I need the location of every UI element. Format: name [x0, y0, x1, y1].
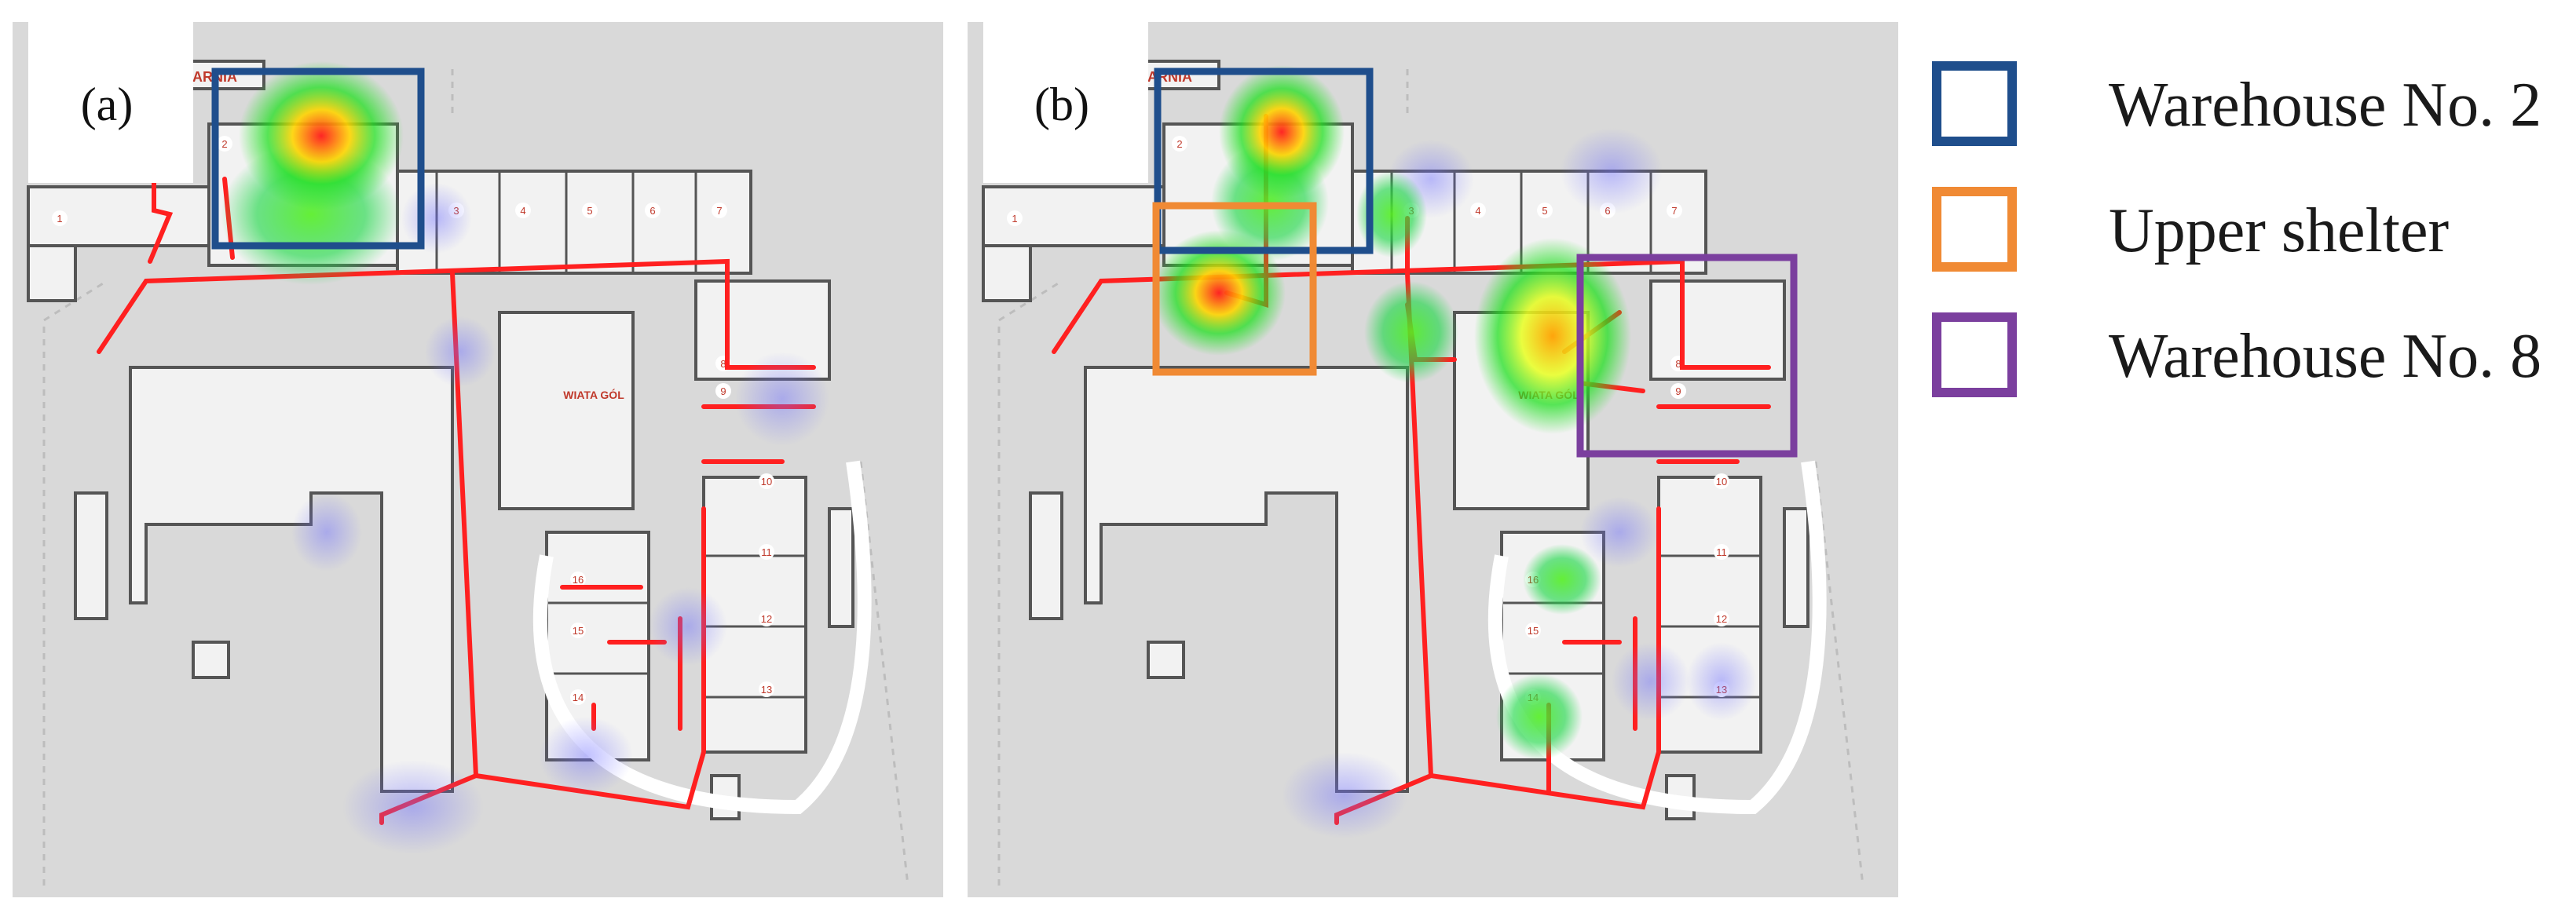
- warehouse-number: 9: [720, 385, 726, 397]
- legend-label: Warehouse No. 8: [2109, 322, 2542, 391]
- warehouse-number: 16: [573, 574, 584, 586]
- panel-label-a: (a): [81, 79, 134, 130]
- warehouse-number: 9: [1675, 385, 1681, 397]
- highlight-box-warehouse-2: [211, 68, 425, 250]
- floorplan-map-a: PRÓBKARNIA WIATA GÓL 1 2 3 4 5 6 7 8 9 1…: [13, 22, 943, 897]
- warehouse-number: 5: [587, 205, 592, 217]
- warehouse-number: 4: [520, 205, 525, 217]
- warehouse-number: 2: [1176, 138, 1182, 150]
- warehouse-number: 14: [573, 692, 584, 703]
- warehouse-number: 1: [1012, 213, 1017, 225]
- warehouse-number: 15: [573, 625, 584, 637]
- legend: Warehouse No. 2 Upper shelter Warehouse …: [1932, 55, 2560, 432]
- warehouse-number: 8: [1675, 358, 1681, 370]
- legend-swatch: [1932, 312, 2017, 397]
- legend-label: Upper shelter: [2109, 196, 2450, 265]
- warehouse-number: 2: [221, 138, 227, 150]
- heatmap-panel-b: PRÓBKARNIA WIATA GÓL 1 2 3 4 5 6 7 8 9 1…: [968, 22, 1898, 897]
- warehouse-number: 4: [1475, 205, 1480, 217]
- warehouse-number: 1: [57, 213, 62, 225]
- panel-label-b: (b): [1034, 79, 1089, 130]
- warehouse-number: 12: [761, 613, 772, 625]
- floorplan-map-b: PRÓBKARNIA WIATA GÓL 1 2 3 4 5 6 7 8 9 1…: [968, 22, 1898, 897]
- warehouse-number: 6: [649, 205, 655, 217]
- warehouse-number: 13: [761, 684, 772, 696]
- panel-label-box: [28, 22, 193, 183]
- warehouse-number: 7: [1671, 205, 1677, 217]
- heatmap-overlay: [1152, 65, 1757, 838]
- legend-item-warehouse-2: Warehouse No. 2: [1932, 55, 2560, 181]
- warehouse-number: 11: [761, 546, 772, 558]
- highlight-box-warehouse-2: [1154, 68, 1374, 254]
- legend-label: Warehouse No. 2: [2109, 71, 2542, 140]
- warehouse-number: 10: [1716, 476, 1727, 488]
- warehouse-number: 12: [1716, 613, 1727, 625]
- warehouse-number: 11: [1716, 546, 1727, 558]
- legend-swatch: [1932, 187, 2017, 272]
- highlight-box-warehouse-8: [1576, 254, 1798, 458]
- legend-swatch: [1932, 61, 2017, 146]
- heatmap-overlay: [221, 61, 829, 854]
- legend-item-warehouse-8: Warehouse No. 8: [1932, 306, 2560, 432]
- legend-item-upper-shelter: Upper shelter: [1932, 181, 2560, 306]
- highlight-box-upper-shelter: [1152, 202, 1317, 376]
- warehouse-number: 10: [761, 476, 772, 488]
- warehouse-number: 7: [716, 205, 722, 217]
- warehouse-number: 8: [720, 358, 726, 370]
- warehouse-number: 5: [1542, 205, 1547, 217]
- panel-label-box: [983, 22, 1148, 183]
- heatmap-panel-a: PRÓBKARNIA WIATA GÓL 1 2 3 4 5 6 7 8 9 1…: [13, 22, 943, 897]
- warehouse-number: 15: [1528, 625, 1539, 637]
- building-label-shelter: WIATA GÓL: [563, 388, 624, 401]
